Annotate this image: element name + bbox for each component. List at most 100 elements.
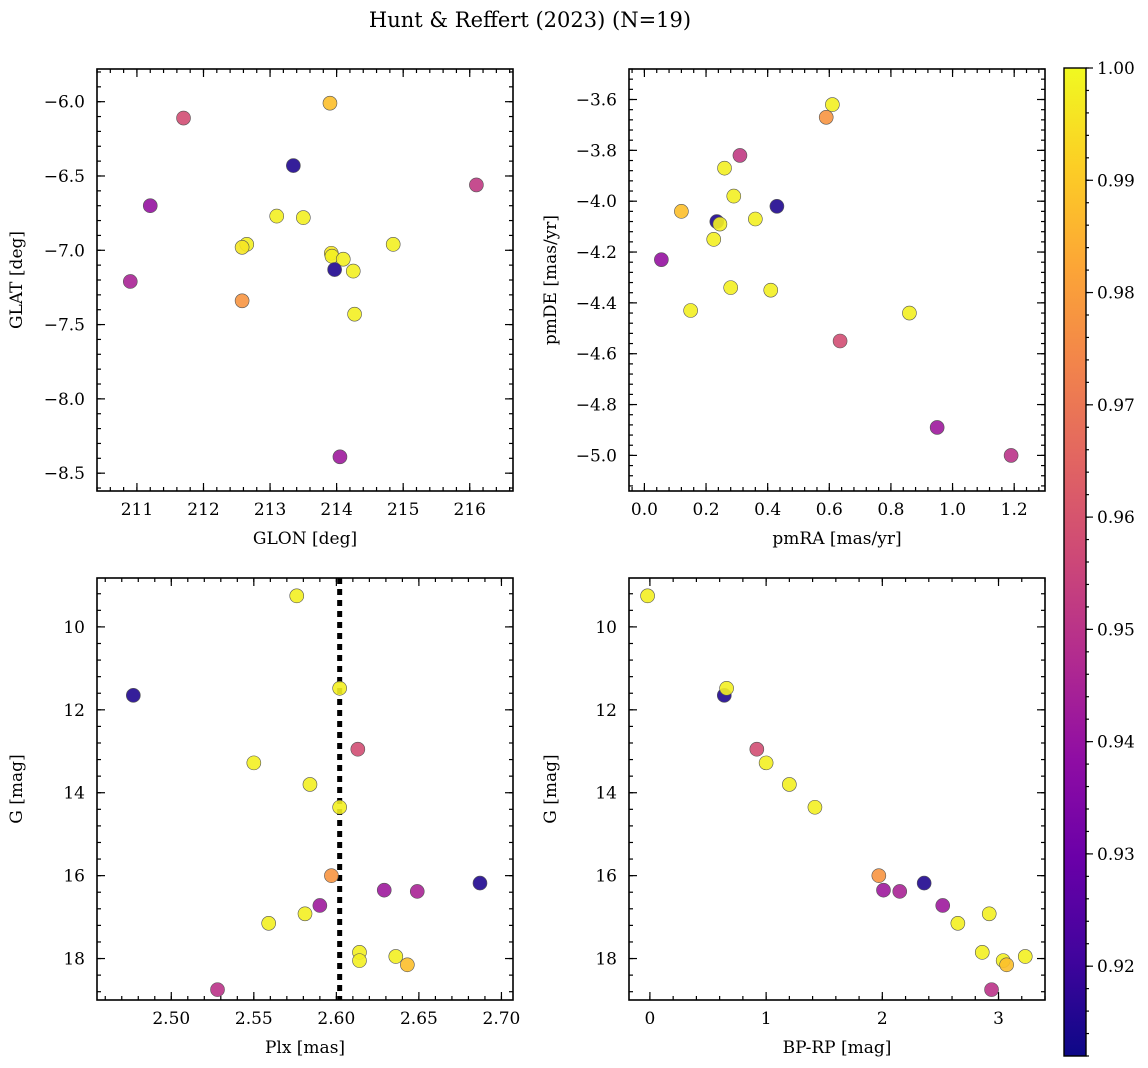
x-tick-label: 2.55: [235, 1009, 273, 1029]
panel-pmra-pmde: 0.0 0.2 0.4 0.6 0.8 1.0 1.2 −3.6 −3.8 −4.0 −4.2 −4.…: [541, 68, 1046, 549]
y-tick-label: −8.0: [44, 390, 85, 410]
figure-title: Hunt & Reffert (2023) (N=19): [369, 8, 691, 32]
data-point: [297, 906, 313, 922]
y-tick-label: −3.8: [576, 141, 617, 161]
data-point: [388, 949, 404, 964]
axes-frame: [96, 68, 514, 492]
data-point: [929, 420, 945, 435]
x-tick-label: 212: [187, 500, 219, 520]
data-point: [758, 755, 774, 771]
y-tick-label: −5.0: [576, 446, 617, 466]
data-point: [723, 280, 738, 295]
colorbar-tick-label: 0.94: [1097, 733, 1135, 753]
axes-frame: [628, 577, 1046, 1001]
data-point: [324, 868, 339, 883]
data-point: [719, 680, 734, 696]
colorbar-tick-label: 0.93: [1097, 845, 1135, 865]
y-tick-label: 16: [595, 867, 617, 887]
data-point: [332, 680, 347, 696]
data-point: [376, 882, 392, 898]
data-point: [902, 305, 917, 321]
data-point: [472, 875, 488, 891]
x-tick-label: 1.2: [1001, 500, 1028, 520]
y-tick-label: −6.0: [44, 93, 85, 113]
panel-glon-glat: 211 212 213 214 215 216 −6.0 −6.5 −7.0 −7.5 −8.0 −8…: [7, 68, 514, 549]
colorbar-tick-label: 0.92: [1097, 957, 1135, 977]
y-axis-label: GLAT [deg]: [7, 231, 27, 329]
data-point: [350, 741, 366, 757]
data-point: [640, 588, 655, 604]
data-point: [876, 882, 891, 898]
colorbar: 0.92 0.93 0.94 0.95 0.96 0.97 0.98 0.99 1.00: [1063, 59, 1135, 1057]
y-tick-label: −4.6: [576, 345, 617, 365]
y-tick-label: 12: [63, 701, 85, 721]
y-axis-label: G [mag]: [541, 754, 561, 823]
panel-plx-g: 2.50 2.55 2.60 2.65 2.70 10 12 14 16 18 Plx [mas] G…: [7, 577, 521, 1058]
x-tick-label: 0.0: [631, 500, 658, 520]
x-tick-label: 0.2: [693, 500, 720, 520]
y-tick-label: −8.5: [44, 464, 85, 484]
y-tick-label: −4.8: [576, 396, 617, 416]
data-point: [335, 251, 351, 267]
data-point: [732, 148, 748, 163]
colorbar-tick-label: 0.96: [1097, 508, 1135, 528]
data-point: [1017, 949, 1033, 964]
colorbar-tick-label: 0.99: [1097, 171, 1135, 191]
axes-frame: [628, 68, 1046, 492]
x-tick-label: 2.65: [400, 1009, 438, 1029]
data-point: [825, 97, 840, 112]
data-point: [234, 240, 250, 255]
x-tick-label: 3: [993, 1009, 1004, 1029]
y-tick-label: 14: [595, 784, 617, 804]
data-point: [782, 777, 797, 792]
x-tick-label: 0.8: [877, 500, 904, 520]
x-tick-label: 2.60: [317, 1009, 355, 1029]
data-point: [950, 916, 966, 931]
data-point: [717, 160, 732, 176]
data-point: [385, 237, 401, 252]
data-point: [122, 274, 138, 289]
data-point: [916, 875, 932, 891]
data-point: [246, 755, 262, 771]
y-tick-label: −7.0: [44, 241, 85, 261]
colorbar-gradient: [1063, 67, 1087, 1057]
data-point: [345, 263, 361, 279]
data-point: [818, 110, 834, 125]
x-axis-label: Plx [mas]: [265, 1038, 345, 1058]
y-tick-label: −6.5: [44, 167, 85, 187]
colorbar-tick-label: 0.95: [1097, 620, 1135, 640]
data-point: [322, 95, 338, 111]
data-point: [712, 216, 728, 232]
data-point: [352, 953, 367, 968]
x-tick-label: 216: [454, 500, 486, 520]
data-point: [1003, 448, 1019, 463]
data-point: [706, 232, 722, 247]
data-point: [234, 293, 250, 309]
x-axis-label: BP-RP [mag]: [783, 1038, 892, 1058]
data-point: [302, 777, 318, 792]
x-tick-label: 2: [877, 1009, 888, 1029]
y-tick-label: −4.0: [576, 192, 617, 212]
x-tick-label: 2.70: [483, 1009, 521, 1029]
y-tick-label: 12: [595, 701, 617, 721]
data-point: [126, 688, 141, 703]
y-tick-label: 10: [595, 618, 617, 638]
data-point: [332, 799, 347, 815]
data-point: [400, 957, 415, 973]
data-point: [981, 906, 997, 922]
data-point: [347, 306, 362, 322]
data-point: [674, 204, 689, 219]
data-point: [749, 741, 765, 757]
data-point: [269, 208, 285, 224]
data-point: [832, 333, 848, 349]
data-point: [984, 982, 999, 997]
data-point: [726, 188, 742, 204]
data-point: [409, 884, 425, 899]
x-tick-label: 0: [645, 1009, 656, 1029]
data-point: [286, 158, 301, 173]
x-tick-label: 0.6: [816, 500, 843, 520]
data-point: [469, 177, 484, 193]
colorbar-tick-label: 1.00: [1097, 59, 1135, 79]
data-point: [332, 449, 348, 465]
